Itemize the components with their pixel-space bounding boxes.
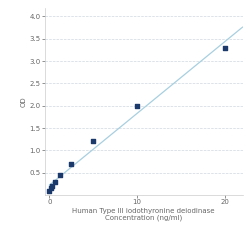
Point — [223, 46, 227, 50]
Point — [58, 173, 62, 177]
Point — [50, 184, 54, 188]
Point — [53, 180, 57, 184]
Point — [69, 162, 73, 166]
Point — [49, 186, 53, 190]
Point — [91, 140, 95, 143]
Y-axis label: OD: OD — [21, 96, 27, 106]
X-axis label: Human Type III iodothyronine deiodinase
Concentration (ng/ml): Human Type III iodothyronine deiodinase … — [72, 208, 215, 222]
Point — [48, 188, 52, 192]
Point — [135, 104, 139, 108]
